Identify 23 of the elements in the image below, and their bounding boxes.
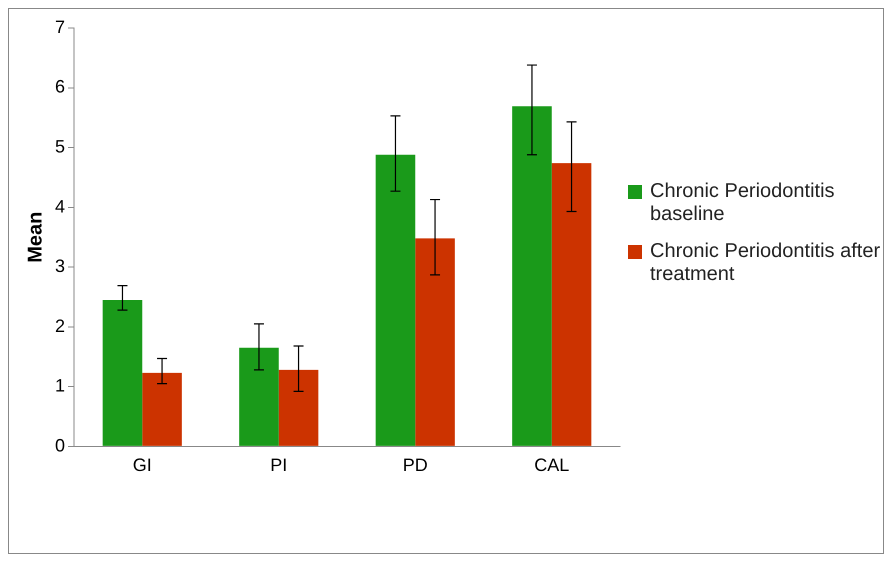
- bar: [415, 238, 455, 446]
- y-axis-title: Mean: [24, 212, 47, 263]
- x-tick-label: CAL: [534, 455, 570, 476]
- y-tick-label: 6: [54, 76, 66, 97]
- legend-label: Chronic Periodontitis after treatment: [650, 240, 882, 286]
- legend-label: Chronic Periodontitis baseline: [650, 180, 836, 226]
- bar: [512, 106, 552, 446]
- bar: [552, 163, 592, 446]
- bar: [142, 372, 182, 446]
- y-tick-label: 3: [54, 256, 66, 276]
- bar: [102, 300, 142, 446]
- x-tick-label: PI: [270, 455, 288, 476]
- x-tick-label: GI: [132, 455, 152, 476]
- y-tick-label: 0: [54, 435, 66, 456]
- bar: [278, 370, 318, 446]
- y-tick-label: 5: [54, 136, 66, 157]
- bar: [376, 154, 416, 446]
- y-tick-label: 2: [54, 316, 66, 336]
- y-tick-label: 1: [54, 376, 66, 396]
- y-tick-label: 4: [54, 196, 66, 216]
- x-tick-label: PD: [402, 455, 428, 476]
- y-tick-label: 7: [54, 16, 66, 37]
- bar: [239, 348, 279, 446]
